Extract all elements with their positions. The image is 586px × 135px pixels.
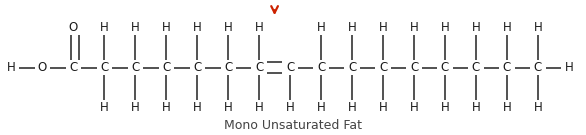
- Text: C: C: [162, 61, 171, 74]
- Text: Mono Unsaturated Fat: Mono Unsaturated Fat: [224, 119, 362, 132]
- Text: H: H: [379, 101, 387, 114]
- Text: C: C: [410, 61, 418, 74]
- Text: H: H: [316, 21, 325, 34]
- Text: H: H: [472, 101, 481, 114]
- Text: H: H: [7, 61, 16, 74]
- Text: C: C: [69, 61, 77, 74]
- Text: H: H: [100, 21, 108, 34]
- Text: C: C: [131, 61, 139, 74]
- Text: C: C: [503, 61, 511, 74]
- Text: C: C: [224, 61, 232, 74]
- Text: C: C: [472, 61, 480, 74]
- Text: C: C: [379, 61, 387, 74]
- Text: H: H: [534, 21, 542, 34]
- Text: C: C: [255, 61, 263, 74]
- Text: H: H: [162, 101, 171, 114]
- Text: C: C: [317, 61, 325, 74]
- Text: H: H: [564, 61, 573, 74]
- Text: H: H: [162, 21, 171, 34]
- Text: H: H: [131, 101, 139, 114]
- Text: H: H: [224, 101, 233, 114]
- Text: H: H: [410, 21, 418, 34]
- Text: H: H: [472, 21, 481, 34]
- Text: H: H: [410, 101, 418, 114]
- Text: H: H: [316, 101, 325, 114]
- Text: H: H: [286, 101, 294, 114]
- Text: C: C: [100, 61, 108, 74]
- Text: C: C: [534, 61, 542, 74]
- Text: H: H: [131, 21, 139, 34]
- Text: O: O: [69, 21, 78, 34]
- Text: H: H: [255, 21, 264, 34]
- Text: C: C: [193, 61, 201, 74]
- Text: H: H: [379, 21, 387, 34]
- Text: O: O: [38, 61, 47, 74]
- Text: H: H: [193, 101, 202, 114]
- Text: H: H: [503, 21, 512, 34]
- Text: H: H: [441, 101, 449, 114]
- Text: H: H: [503, 101, 512, 114]
- Text: H: H: [347, 101, 356, 114]
- Text: H: H: [441, 21, 449, 34]
- Text: C: C: [286, 61, 294, 74]
- Text: H: H: [100, 101, 108, 114]
- Text: H: H: [347, 21, 356, 34]
- Text: H: H: [224, 21, 233, 34]
- Text: H: H: [193, 21, 202, 34]
- Text: C: C: [441, 61, 449, 74]
- Text: C: C: [348, 61, 356, 74]
- Text: H: H: [534, 101, 542, 114]
- Text: H: H: [255, 101, 264, 114]
